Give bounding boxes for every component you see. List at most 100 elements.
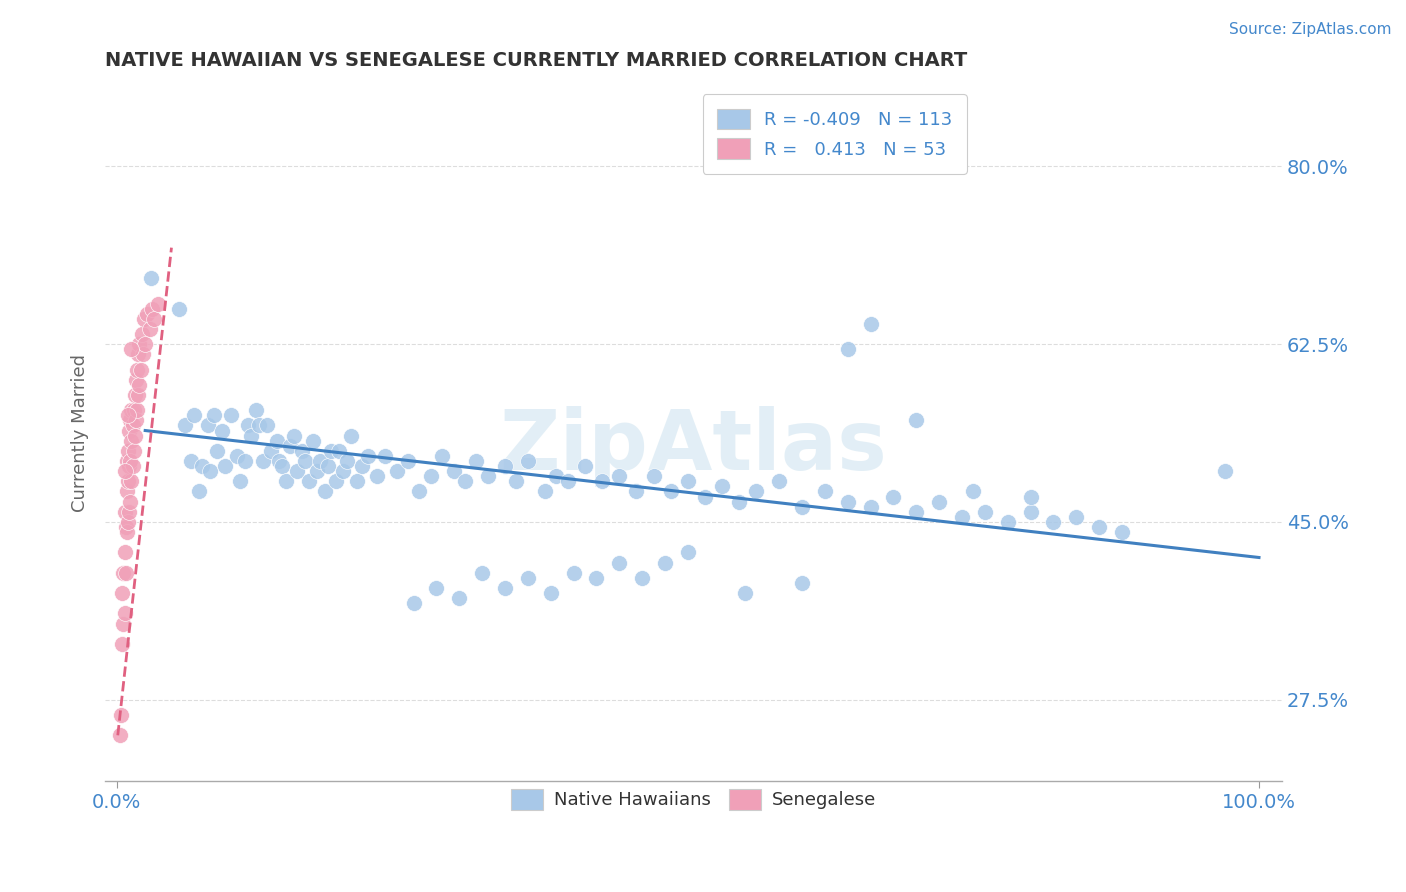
Legend: Native Hawaiians, Senegalese: Native Hawaiians, Senegalese <box>496 774 891 824</box>
Point <box>728 494 751 508</box>
Point <box>837 343 859 357</box>
Point <box>357 449 380 463</box>
Point <box>117 475 139 489</box>
Point <box>121 418 143 433</box>
Point <box>117 443 139 458</box>
Point <box>125 373 148 387</box>
Point <box>471 566 494 580</box>
Point <box>328 443 350 458</box>
Point <box>169 301 191 316</box>
Point <box>408 484 430 499</box>
Point <box>374 449 396 463</box>
Point <box>305 464 328 478</box>
Point <box>962 484 984 499</box>
Point <box>882 490 904 504</box>
Point <box>134 337 156 351</box>
Point <box>114 545 136 559</box>
Point <box>121 403 143 417</box>
Point <box>973 505 995 519</box>
Point <box>425 581 447 595</box>
Point <box>197 418 219 433</box>
Point <box>114 464 136 478</box>
Point <box>546 469 568 483</box>
Point <box>121 459 143 474</box>
Point <box>419 469 441 483</box>
Point <box>146 296 169 310</box>
Point <box>1213 464 1236 478</box>
Point <box>302 434 325 448</box>
Point <box>505 475 527 489</box>
Point <box>385 464 408 478</box>
Point <box>267 454 290 468</box>
Point <box>336 454 359 468</box>
Point <box>125 413 148 427</box>
Point <box>297 475 319 489</box>
Point <box>294 454 316 468</box>
Point <box>118 424 141 438</box>
Point <box>122 403 145 417</box>
Point <box>240 428 263 442</box>
Point <box>516 571 538 585</box>
Point <box>117 409 139 423</box>
Point <box>114 566 136 580</box>
Point <box>136 307 159 321</box>
Point <box>139 271 162 285</box>
Point <box>591 475 613 489</box>
Point <box>115 454 138 468</box>
Text: ZipAtlas: ZipAtlas <box>499 407 887 487</box>
Point <box>211 424 233 438</box>
Point <box>111 586 134 600</box>
Point <box>127 362 149 376</box>
Point <box>121 475 143 489</box>
Point <box>676 475 699 489</box>
Point <box>121 343 143 357</box>
Point <box>111 637 134 651</box>
Point <box>260 443 283 458</box>
Point <box>631 571 654 585</box>
Point <box>557 475 579 489</box>
Point <box>127 347 149 361</box>
Point <box>768 475 790 489</box>
Point <box>274 475 297 489</box>
Point <box>249 418 271 433</box>
Point <box>928 494 950 508</box>
Point <box>252 454 274 468</box>
Point <box>1019 505 1042 519</box>
Point <box>132 311 155 326</box>
Y-axis label: Currently Married: Currently Married <box>72 354 89 512</box>
Point <box>346 475 368 489</box>
Point <box>607 556 630 570</box>
Point <box>654 556 676 570</box>
Text: NATIVE HAWAIIAN VS SENEGALESE CURRENTLY MARRIED CORRELATION CHART: NATIVE HAWAIIAN VS SENEGALESE CURRENTLY … <box>105 51 967 70</box>
Point <box>534 484 557 499</box>
Point <box>219 409 242 423</box>
Point <box>309 454 332 468</box>
Point <box>321 443 343 458</box>
Text: Source: ZipAtlas.com: Source: ZipAtlas.com <box>1229 22 1392 37</box>
Point <box>905 413 928 427</box>
Point <box>127 403 149 417</box>
Point <box>124 388 146 402</box>
Point <box>245 403 267 417</box>
Point <box>139 322 162 336</box>
Point <box>128 377 150 392</box>
Point <box>110 708 132 723</box>
Point <box>396 454 419 468</box>
Point <box>1088 520 1111 534</box>
Point <box>129 362 152 376</box>
Point <box>256 418 278 433</box>
Point <box>659 484 682 499</box>
Point <box>1019 490 1042 504</box>
Point <box>562 566 585 580</box>
Point <box>112 616 135 631</box>
Point <box>225 449 247 463</box>
Point <box>128 337 150 351</box>
Point <box>314 484 336 499</box>
Point <box>745 484 768 499</box>
Point <box>332 464 354 478</box>
Point <box>132 347 155 361</box>
Point <box>366 469 388 483</box>
Point <box>122 443 145 458</box>
Point <box>118 505 141 519</box>
Point <box>1064 509 1087 524</box>
